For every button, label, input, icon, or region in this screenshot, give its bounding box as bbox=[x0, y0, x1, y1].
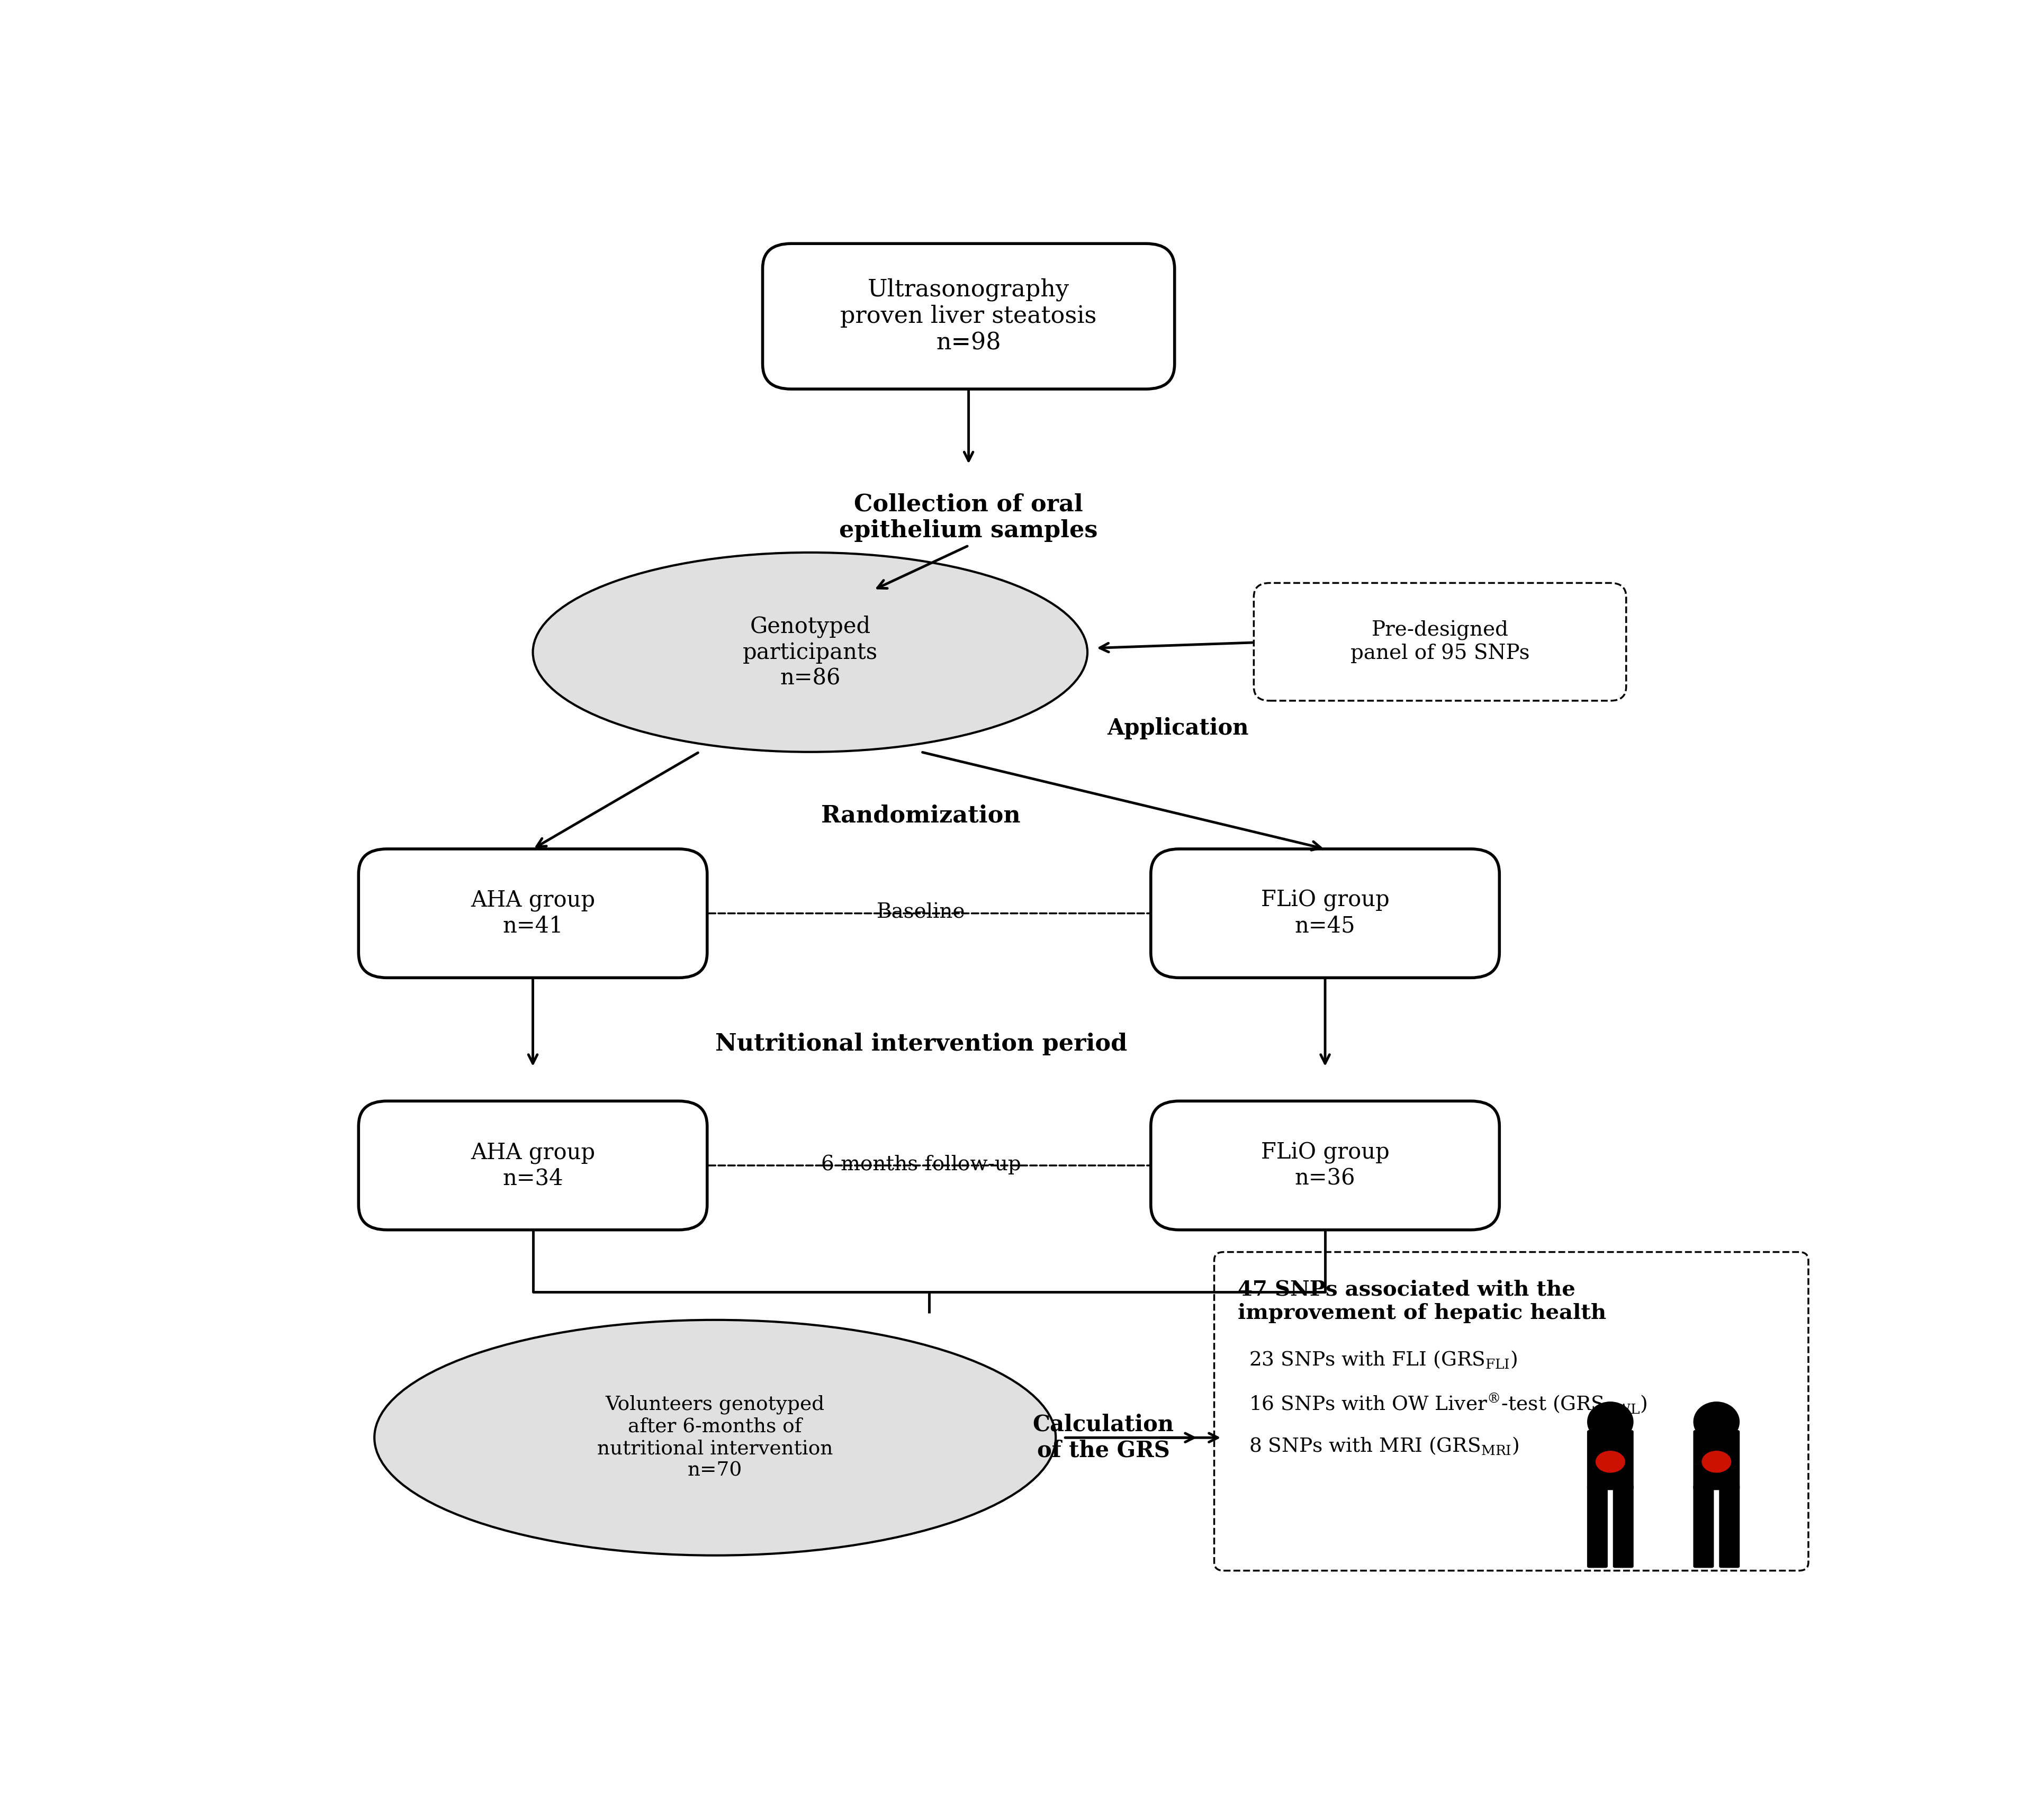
Text: FLiO group
n=36: FLiO group n=36 bbox=[1261, 1142, 1390, 1189]
FancyBboxPatch shape bbox=[358, 1101, 707, 1231]
Text: 16 SNPs with OW Liver$^{\mathregular{\circledR}}$-test (GRS$_{\mathregular{OWL}}: 16 SNPs with OW Liver$^{\mathregular{\ci… bbox=[1249, 1391, 1647, 1414]
Text: Genotyped
participants
n=86: Genotyped participants n=86 bbox=[742, 615, 877, 689]
Circle shape bbox=[1692, 1401, 1739, 1441]
FancyBboxPatch shape bbox=[1692, 1484, 1713, 1567]
Text: Calculation
of the GRS: Calculation of the GRS bbox=[1032, 1414, 1173, 1461]
FancyBboxPatch shape bbox=[1253, 583, 1625, 702]
Text: Nutritional intervention period: Nutritional intervention period bbox=[715, 1033, 1126, 1056]
Text: Pre-designed
panel of 95 SNPs: Pre-designed panel of 95 SNPs bbox=[1349, 621, 1529, 664]
Text: 23 SNPs with FLI (GRS$_{\mathregular{FLI}}$): 23 SNPs with FLI (GRS$_{\mathregular{FLI… bbox=[1249, 1349, 1517, 1371]
Ellipse shape bbox=[1596, 1452, 1625, 1472]
Text: Randomization: Randomization bbox=[822, 804, 1020, 828]
Text: 6 months follow-up: 6 months follow-up bbox=[822, 1155, 1020, 1175]
Text: 47 SNPs associated with the
improvement of hepatic health: 47 SNPs associated with the improvement … bbox=[1239, 1279, 1607, 1322]
FancyBboxPatch shape bbox=[358, 849, 707, 979]
FancyBboxPatch shape bbox=[1692, 1430, 1739, 1490]
Text: AHA group
n=41: AHA group n=41 bbox=[470, 889, 595, 937]
FancyBboxPatch shape bbox=[1613, 1484, 1633, 1567]
Text: FLiO group
n=45: FLiO group n=45 bbox=[1261, 889, 1390, 937]
Text: Ultrasonography
proven liver steatosis
n=98: Ultrasonography proven liver steatosis n… bbox=[840, 279, 1096, 354]
Text: Baseline: Baseline bbox=[877, 903, 965, 923]
FancyBboxPatch shape bbox=[1214, 1252, 1809, 1571]
Ellipse shape bbox=[374, 1320, 1055, 1556]
Text: Application: Application bbox=[1106, 718, 1249, 739]
FancyBboxPatch shape bbox=[1151, 849, 1498, 979]
Text: AHA group
n=34: AHA group n=34 bbox=[470, 1142, 595, 1189]
FancyBboxPatch shape bbox=[1151, 1101, 1498, 1231]
Ellipse shape bbox=[533, 552, 1087, 752]
Text: Volunteers genotyped
after 6-months of
nutritional intervention
n=70: Volunteers genotyped after 6-months of n… bbox=[597, 1394, 832, 1481]
FancyBboxPatch shape bbox=[1719, 1484, 1739, 1567]
Text: 8 SNPs with MRI (GRS$_{\mathregular{MRI}}$): 8 SNPs with MRI (GRS$_{\mathregular{MRI}… bbox=[1249, 1436, 1519, 1457]
Ellipse shape bbox=[1701, 1452, 1731, 1472]
FancyBboxPatch shape bbox=[762, 243, 1175, 389]
Circle shape bbox=[1586, 1401, 1633, 1441]
Text: Collection of oral
epithelium samples: Collection of oral epithelium samples bbox=[840, 493, 1098, 541]
FancyBboxPatch shape bbox=[1586, 1430, 1633, 1490]
FancyBboxPatch shape bbox=[1586, 1484, 1607, 1567]
